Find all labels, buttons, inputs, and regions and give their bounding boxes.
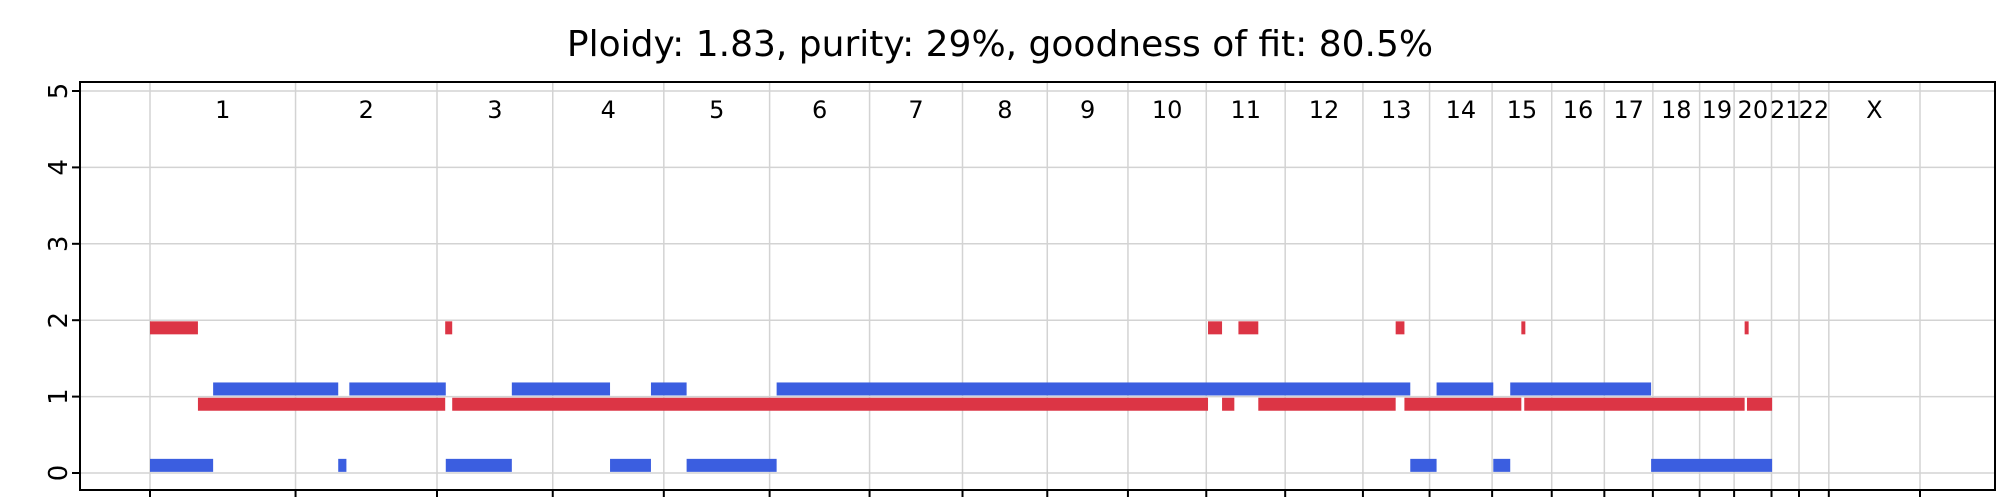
major-segment	[150, 321, 198, 335]
chromosome-label: 3	[487, 96, 502, 124]
chromosome-label: 16	[1563, 96, 1594, 124]
chromosome-label: 19	[1702, 96, 1733, 124]
minor-segment	[650, 382, 687, 396]
minor-segment	[511, 382, 611, 396]
chromosome-label: 2	[359, 96, 374, 124]
chromosome-label: 21	[1770, 96, 1801, 124]
major-segment	[452, 397, 1209, 411]
minor-segment	[610, 458, 651, 472]
chromosome-label: 4	[601, 96, 616, 124]
chromosome-label: 22	[1799, 96, 1830, 124]
y-tick-label: 0	[44, 465, 74, 482]
chromosome-label: 12	[1309, 96, 1340, 124]
major-segment	[197, 397, 446, 411]
chromosome-label: 11	[1230, 96, 1261, 124]
plot-frame	[79, 81, 1996, 491]
minor-segment	[1436, 382, 1494, 396]
chromosome-label: 10	[1152, 96, 1183, 124]
major-segment	[1404, 397, 1522, 411]
major-segment	[1395, 321, 1405, 335]
chromosome-label: 18	[1661, 96, 1692, 124]
chromosome-label: 9	[1080, 96, 1095, 124]
chromosome-label: 1	[215, 96, 230, 124]
major-segment	[1238, 321, 1259, 335]
major-segment	[1524, 397, 1745, 411]
y-tick-label: 5	[44, 83, 74, 100]
chromosome-label: 6	[812, 96, 827, 124]
minor-segment	[1510, 382, 1652, 396]
minor-segment	[1410, 458, 1437, 472]
minor-segment	[150, 458, 214, 472]
chromosome-label: 8	[997, 96, 1012, 124]
segments	[150, 321, 1773, 472]
minor-segment	[338, 458, 347, 472]
minor-segment	[349, 382, 446, 396]
chromosome-label: 13	[1381, 96, 1412, 124]
chart-title: Ploidy: 1.83, purity: 29%, goodness of f…	[567, 24, 1433, 65]
y-tick-label: 4	[44, 159, 74, 176]
major-segment	[1744, 321, 1749, 335]
major-segment	[1208, 321, 1223, 335]
chromosome-label: 17	[1613, 96, 1644, 124]
major-segment	[1222, 397, 1235, 411]
minor-segment	[213, 382, 339, 396]
chromosome-label: 14	[1446, 96, 1477, 124]
y-tick-label: 2	[44, 312, 74, 329]
y-tick-label: 3	[44, 236, 74, 253]
chromosome-label: 7	[908, 96, 923, 124]
chromosome-label: X	[1866, 96, 1882, 124]
minor-segment	[776, 382, 1411, 396]
major-segment	[1746, 397, 1773, 411]
minor-segment	[1651, 458, 1773, 472]
chromosome-label: 5	[709, 96, 724, 124]
major-segment	[445, 321, 453, 335]
chromosome-label: 20	[1738, 96, 1769, 124]
grid-lines	[80, 82, 1995, 490]
minor-segment	[686, 458, 777, 472]
minor-segment	[1493, 458, 1511, 472]
chromosome-label: 15	[1507, 96, 1538, 124]
y-tick-label: 1	[44, 388, 74, 405]
major-segment	[1258, 397, 1396, 411]
minor-segment	[445, 458, 512, 472]
major-segment	[1521, 321, 1526, 335]
